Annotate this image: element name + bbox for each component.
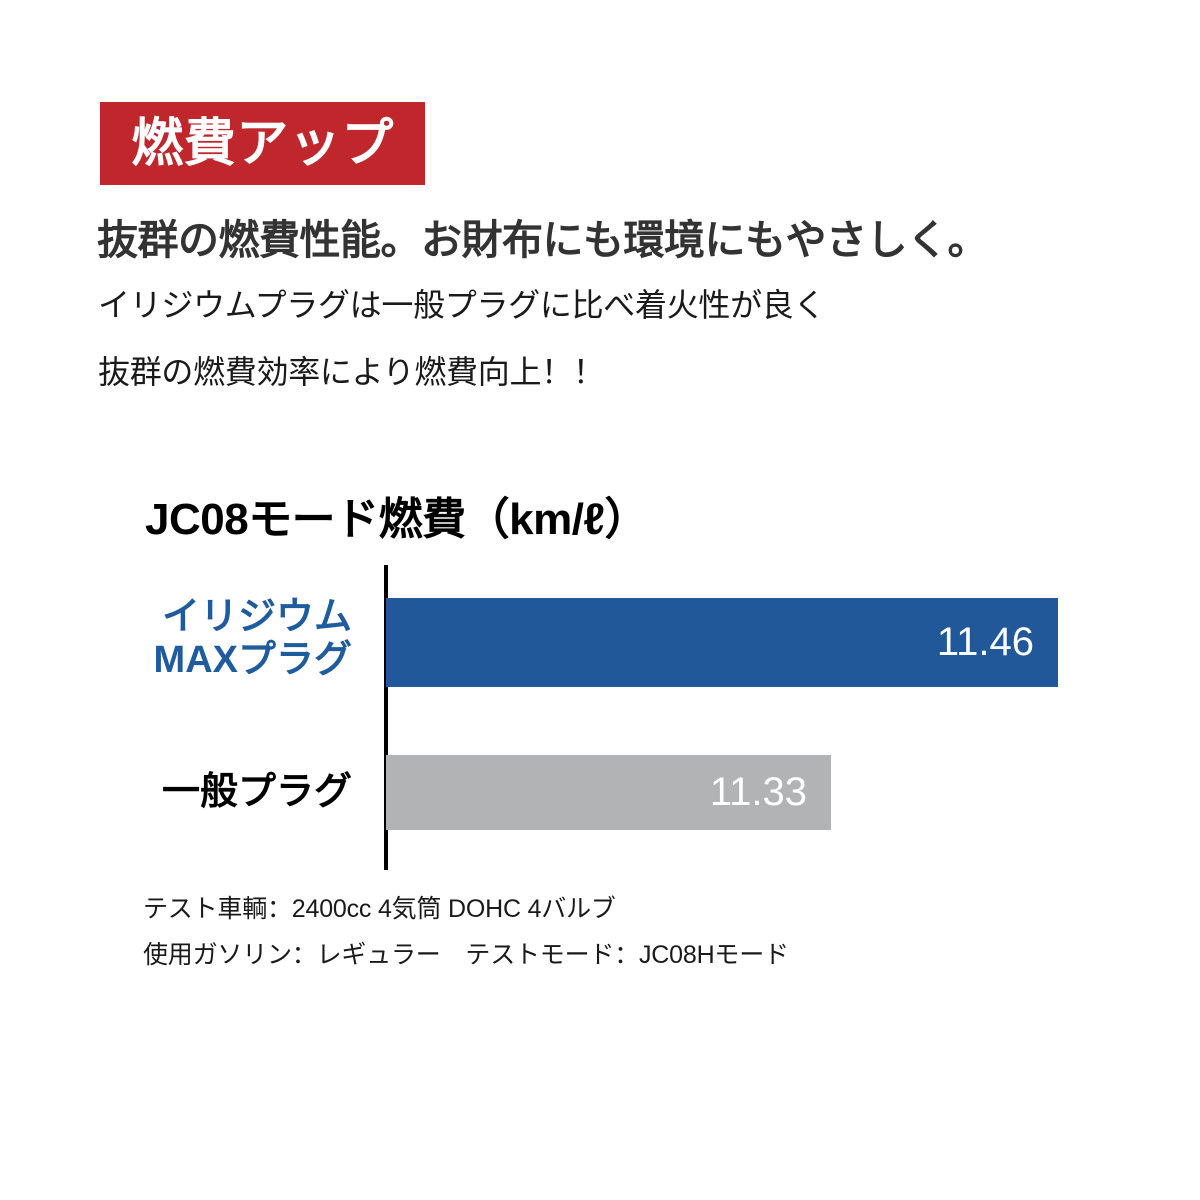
bar-label-normal-plug-line-1: 一般プラグ	[161, 771, 352, 813]
bar-value-iridium-max: 11.46	[936, 620, 1034, 664]
footnote-line-1: テスト車輌：2400cc 4気筒 DOHC 4バルブ	[143, 895, 616, 923]
bar-label-normal-plug: 一般プラグ	[162, 771, 352, 814]
chart-footnotes: テスト車輌：2400cc 4気筒 DOHC 4バルブ 使用ガソリン：レギュラー …	[143, 897, 789, 968]
fuel-economy-badge: 燃費アップ	[100, 102, 425, 185]
chart-y-axis	[384, 565, 388, 870]
body-line-1: イリジウムプラグは一般プラグに比べ着火性が良く	[98, 287, 826, 323]
bar-value-normal-plug: 11.33	[709, 770, 807, 814]
body-copy: イリジウムプラグは一般プラグに比べ着火性が良く 抜群の燃費効率により燃費向上！！	[98, 289, 825, 388]
bar-label-iridium-max-line-2: MAXプラグ	[153, 638, 352, 681]
bar-label-iridium-max: イリジウム MAXプラグ	[154, 596, 352, 681]
page-headline: 抜群の燃費性能。お財布にも環境にもやさしく。	[97, 217, 989, 263]
body-line-2: 抜群の燃費効率により燃費向上！！	[98, 354, 605, 390]
chart-title: JC08モード燃費（km/ℓ）	[145, 495, 649, 544]
bar-iridium-max: 11.46	[386, 598, 1058, 687]
footnote-line-2: 使用ガソリン：レギュラー テストモード：JC08Hモード	[143, 941, 789, 969]
badge-label: 燃費アップ	[131, 114, 394, 173]
bar-normal-plug: 11.33	[386, 755, 831, 830]
bar-label-iridium-max-line-1: イリジウム	[161, 596, 352, 638]
